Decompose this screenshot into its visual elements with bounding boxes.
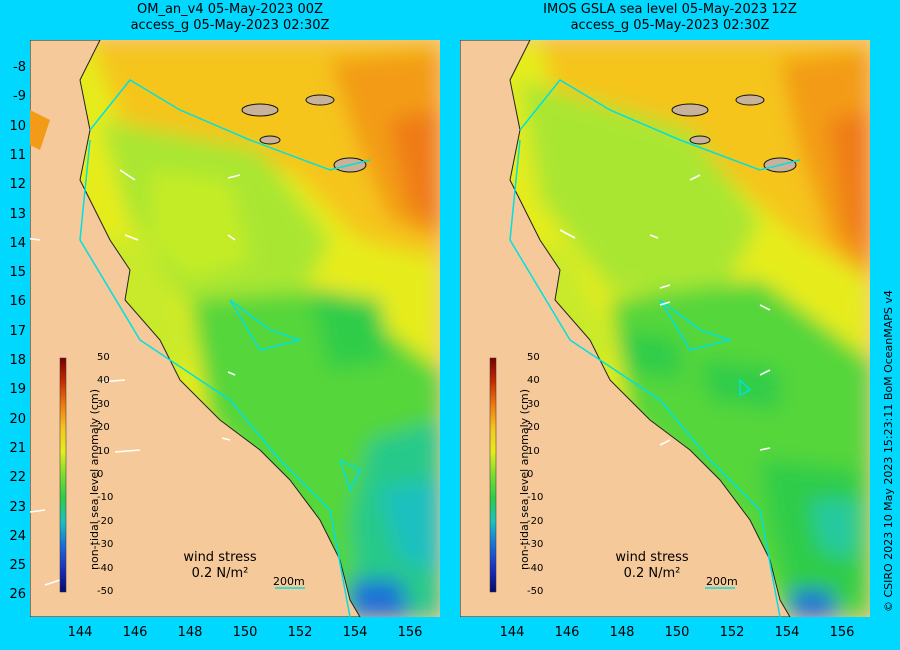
latitude-tick: 21 [9,440,26,456]
latitude-tick: 14 [9,235,26,251]
right-title-line2: access_g 05-May-2023 02:30Z [570,18,770,33]
colorbar-tick: -20 [97,515,114,527]
latitude-tick: -8 [13,60,26,75]
latitude-tick: 20 [9,411,26,427]
colorbar-tick: 0 [97,469,104,480]
right-title-line1: IMOS GSLA sea level 05-May-2023 12Z [543,2,797,17]
colorbar-tick: 10 [97,445,110,457]
longitude-tick: 144 [499,625,525,640]
latitude-tick: 23 [9,499,26,515]
left-sea-level-map [30,40,440,617]
latitude-tick: 24 [9,528,26,544]
longitude-tick: 154 [342,625,368,640]
colorbar-tick: 20 [527,422,540,434]
longitude-tick: 152 [287,625,313,640]
left-panel-title: OM_an_v4 05-May-2023 00Z access_g 05-May… [60,2,400,34]
latitude-tick: 22 [9,470,26,486]
right-wind-stress-legend: wind stress 0.2 N/m² [607,550,697,582]
left-title-line2: access_g 05-May-2023 02:30Z [130,18,330,33]
right-sea-level-map [460,40,870,617]
longitude-tick: 148 [177,625,203,640]
left-title-line1: OM_an_v4 05-May-2023 00Z [137,2,323,17]
latitude-tick: 18 [9,353,26,368]
longitude-tick: 154 [774,625,800,640]
colorbar-tick: -40 [97,562,114,574]
colorbar-tick: 30 [97,398,110,410]
longitude-tick: 146 [554,625,580,640]
colorbar-tick: -40 [527,562,544,574]
latitude-tick: 11 [9,147,26,163]
longitude-tick: 156 [397,625,423,640]
right-wind-value: 0.2 N/m² [623,566,681,581]
longitude-tick: 144 [67,625,93,640]
colorbar-tick: 30 [527,398,540,410]
colorbar-tick: -50 [527,586,544,597]
longitude-tick: 148 [609,625,635,640]
colorbar-tick: 50 [97,352,110,363]
left-wind-label: wind stress [183,550,257,565]
colorbar-tick: -50 [97,586,114,597]
latitude-tick: 12 [9,177,26,193]
longitude-tick: 150 [232,625,258,640]
left-wind-stress-legend: wind stress 0.2 N/m² [175,550,265,582]
right-scale-label: 200m [706,575,738,588]
left-wind-value: 0.2 N/m² [191,566,249,581]
left-scale-label: 200m [273,575,305,588]
latitude-tick: 26 [9,587,26,603]
colorbar-tick: -30 [527,539,544,551]
latitude-tick: 15 [9,265,26,281]
longitude-tick: 150 [664,625,690,640]
latitude-tick: -9 [13,89,26,105]
latitude-tick: 19 [9,382,26,398]
colorbar-tick: 50 [527,352,540,363]
latitude-tick: 13 [9,206,26,222]
latitude-tick: 25 [9,558,26,574]
longitude-tick: 156 [829,625,855,640]
colorbar-tick: -30 [97,539,114,551]
latitude-tick: 17 [9,323,26,339]
credit-text: © CSIRO 2023 10 May 2023 15:23:11 BoM Oc… [882,290,895,612]
colorbar-tick: -10 [97,492,114,504]
colorbar-tick: 0 [527,469,534,480]
colorbar-tick: 40 [527,375,540,387]
longitude-tick: 152 [719,625,745,640]
latitude-tick: 16 [9,294,26,310]
colorbar-tick: -20 [527,515,544,527]
latitude-tick: 10 [9,118,26,134]
colorbar-tick: 20 [97,422,110,434]
colorbar-tick: -10 [527,492,544,504]
colorbar-tick: 40 [97,375,110,387]
colorbar-tick: 10 [527,445,540,457]
right-wind-label: wind stress [615,550,689,565]
longitude-tick: 146 [122,625,148,640]
right-panel-title: IMOS GSLA sea level 05-May-2023 12Z acce… [490,2,850,34]
